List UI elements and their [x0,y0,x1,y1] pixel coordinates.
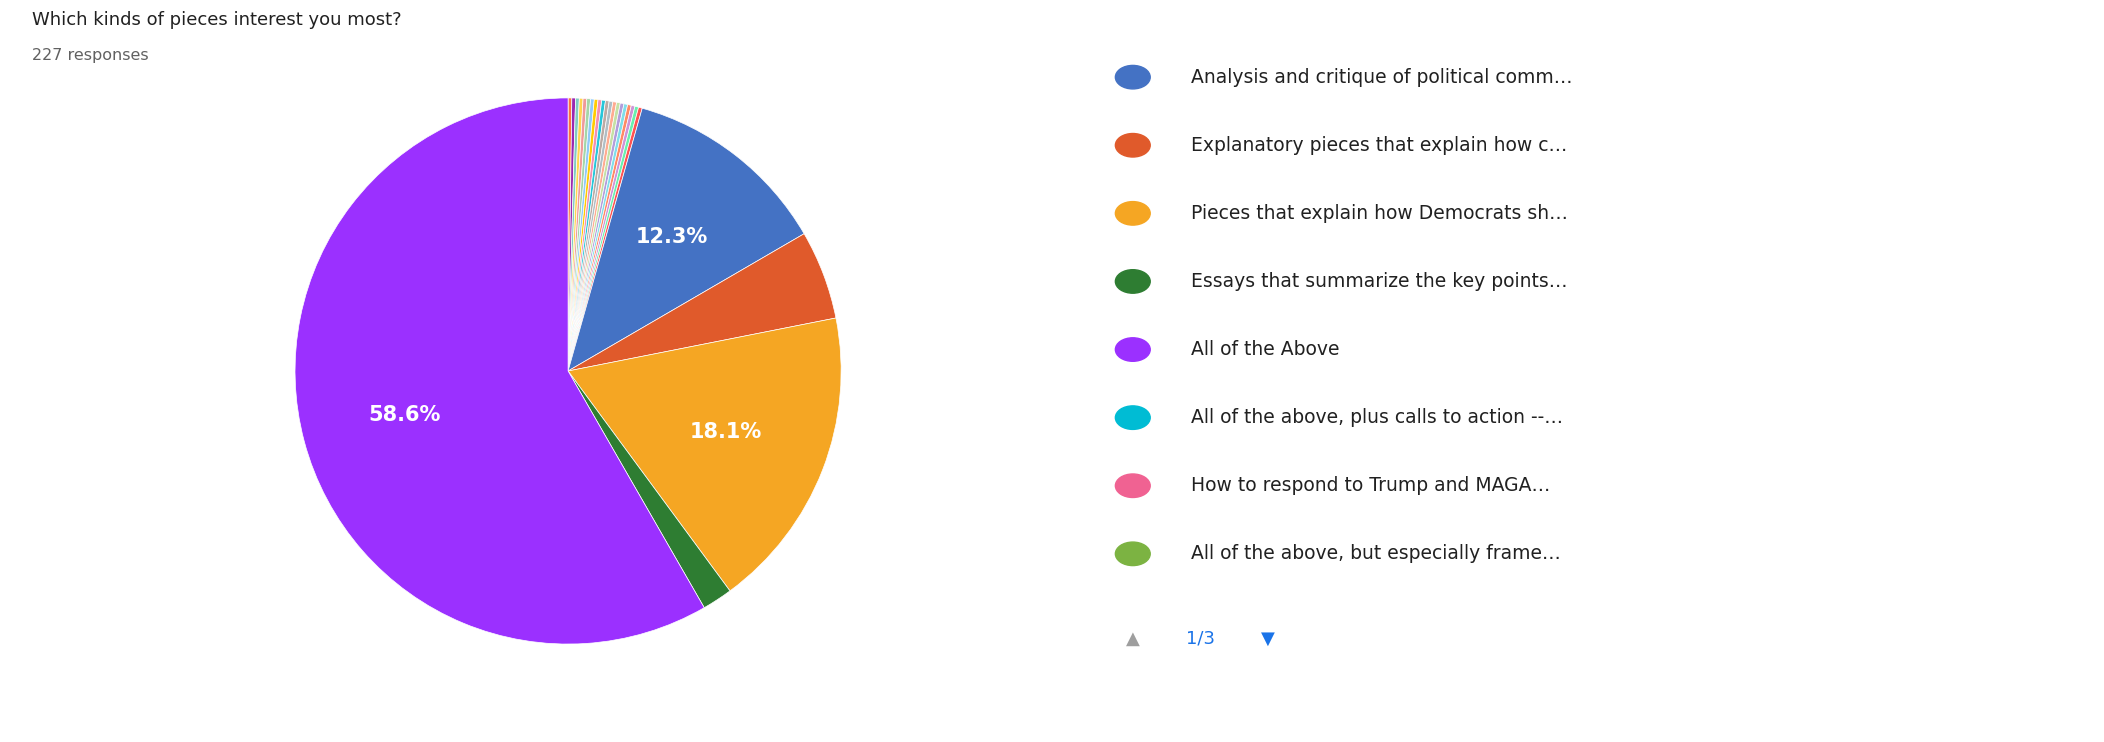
Text: How to respond to Trump and MAGA…: How to respond to Trump and MAGA… [1191,476,1551,495]
Wedge shape [568,98,572,371]
Wedge shape [295,98,705,644]
Wedge shape [568,99,602,371]
Text: 227 responses: 227 responses [32,48,147,63]
Wedge shape [568,318,842,591]
Wedge shape [568,101,612,371]
Wedge shape [568,104,627,371]
Text: 1/3: 1/3 [1187,630,1214,648]
Wedge shape [568,100,610,371]
Circle shape [1115,269,1151,293]
Circle shape [1115,338,1151,361]
Circle shape [1115,474,1151,497]
Wedge shape [568,100,606,371]
Wedge shape [568,234,835,371]
Text: ▼: ▼ [1262,630,1275,648]
Wedge shape [568,98,579,371]
Circle shape [1115,134,1151,157]
Wedge shape [568,108,804,371]
Wedge shape [568,103,625,371]
Text: 58.6%: 58.6% [368,404,440,424]
Wedge shape [568,105,635,371]
Text: Essays that summarize the key points…: Essays that summarize the key points… [1191,272,1567,291]
Wedge shape [568,102,621,371]
Wedge shape [568,105,631,371]
Wedge shape [568,99,587,371]
Circle shape [1115,65,1151,89]
Wedge shape [568,98,583,371]
Text: Pieces that explain how Democrats sh…: Pieces that explain how Democrats sh… [1191,204,1567,223]
Text: Analysis and critique of political comm…: Analysis and critique of political comm… [1191,68,1572,87]
Text: Explanatory pieces that explain how c…: Explanatory pieces that explain how c… [1191,136,1567,155]
Wedge shape [568,107,642,371]
Text: 18.1%: 18.1% [690,422,762,442]
Circle shape [1115,406,1151,430]
Wedge shape [568,106,640,371]
Wedge shape [568,99,598,371]
Text: Which kinds of pieces interest you most?: Which kinds of pieces interest you most? [32,11,402,29]
Text: ▲: ▲ [1126,630,1140,648]
Circle shape [1115,542,1151,565]
Text: All of the above, but especially frame…: All of the above, but especially frame… [1191,545,1561,563]
Wedge shape [568,371,730,608]
Text: 12.3%: 12.3% [635,227,707,247]
Text: All of the above, plus calls to action --…: All of the above, plus calls to action -… [1191,408,1563,427]
Text: All of the Above: All of the Above [1191,340,1340,359]
Wedge shape [568,98,576,371]
Circle shape [1115,202,1151,225]
Wedge shape [568,102,616,371]
Wedge shape [568,99,591,371]
Wedge shape [568,99,593,371]
